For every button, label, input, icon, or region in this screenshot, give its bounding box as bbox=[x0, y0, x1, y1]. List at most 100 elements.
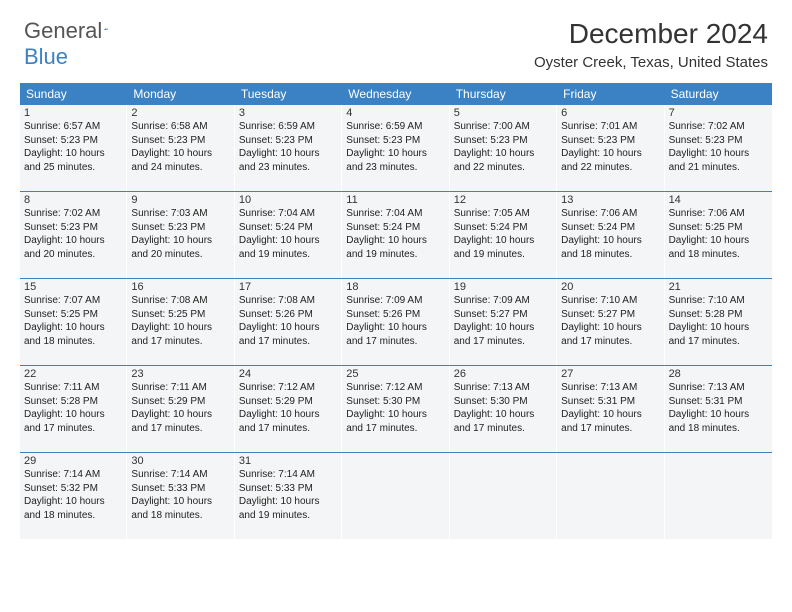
sunrise-text: Sunrise: 7:05 AM bbox=[454, 207, 552, 221]
day-cell: 14Sunrise: 7:06 AMSunset: 5:25 PMDayligh… bbox=[665, 192, 772, 278]
daylight-text: Daylight: 10 hours and 22 minutes. bbox=[561, 147, 659, 174]
sunset-text: Sunset: 5:30 PM bbox=[454, 395, 552, 409]
sunset-text: Sunset: 5:23 PM bbox=[131, 221, 229, 235]
sunset-text: Sunset: 5:25 PM bbox=[131, 308, 229, 322]
day-number: 11 bbox=[346, 194, 444, 206]
day-cell: 5Sunrise: 7:00 AMSunset: 5:23 PMDaylight… bbox=[450, 105, 557, 191]
day-cell: 10Sunrise: 7:04 AMSunset: 5:24 PMDayligh… bbox=[235, 192, 342, 278]
day-number: 8 bbox=[24, 194, 122, 206]
day-number: 4 bbox=[346, 107, 444, 119]
daylight-text: Daylight: 10 hours and 17 minutes. bbox=[24, 408, 122, 435]
sunset-text: Sunset: 5:23 PM bbox=[131, 134, 229, 148]
daylight-text: Daylight: 10 hours and 18 minutes. bbox=[24, 321, 122, 348]
sunset-text: Sunset: 5:33 PM bbox=[239, 482, 337, 496]
month-title: December 2024 bbox=[534, 18, 768, 50]
day-cell: 2Sunrise: 6:58 AMSunset: 5:23 PMDaylight… bbox=[127, 105, 234, 191]
day-cell: 9Sunrise: 7:03 AMSunset: 5:23 PMDaylight… bbox=[127, 192, 234, 278]
weeks-container: 1Sunrise: 6:57 AMSunset: 5:23 PMDaylight… bbox=[20, 105, 772, 539]
day-cell: 1Sunrise: 6:57 AMSunset: 5:23 PMDaylight… bbox=[20, 105, 127, 191]
week-row: 8Sunrise: 7:02 AMSunset: 5:23 PMDaylight… bbox=[20, 191, 772, 278]
daylight-text: Daylight: 10 hours and 19 minutes. bbox=[239, 495, 337, 522]
daylight-text: Daylight: 10 hours and 21 minutes. bbox=[669, 147, 768, 174]
sunset-text: Sunset: 5:29 PM bbox=[131, 395, 229, 409]
day-cell: 13Sunrise: 7:06 AMSunset: 5:24 PMDayligh… bbox=[557, 192, 664, 278]
sunrise-text: Sunrise: 7:09 AM bbox=[346, 294, 444, 308]
sunset-text: Sunset: 5:29 PM bbox=[239, 395, 337, 409]
sunset-text: Sunset: 5:26 PM bbox=[346, 308, 444, 322]
day-number: 5 bbox=[454, 107, 552, 119]
day-number: 16 bbox=[131, 281, 229, 293]
sunset-text: Sunset: 5:23 PM bbox=[346, 134, 444, 148]
sunset-text: Sunset: 5:27 PM bbox=[561, 308, 659, 322]
day-number: 24 bbox=[239, 368, 337, 380]
day-cell: 22Sunrise: 7:11 AMSunset: 5:28 PMDayligh… bbox=[20, 366, 127, 452]
daylight-text: Daylight: 10 hours and 19 minutes. bbox=[239, 234, 337, 261]
daylight-text: Daylight: 10 hours and 17 minutes. bbox=[131, 408, 229, 435]
day-cell: 20Sunrise: 7:10 AMSunset: 5:27 PMDayligh… bbox=[557, 279, 664, 365]
sunrise-text: Sunrise: 7:02 AM bbox=[24, 207, 122, 221]
day-number: 28 bbox=[669, 368, 768, 380]
sunset-text: Sunset: 5:28 PM bbox=[669, 308, 768, 322]
daylight-text: Daylight: 10 hours and 18 minutes. bbox=[669, 234, 768, 261]
day-header-sun: Sunday bbox=[20, 83, 127, 105]
week-row: 22Sunrise: 7:11 AMSunset: 5:28 PMDayligh… bbox=[20, 365, 772, 452]
brand-part1: General bbox=[24, 18, 102, 44]
sunrise-text: Sunrise: 7:08 AM bbox=[131, 294, 229, 308]
sunrise-text: Sunrise: 7:13 AM bbox=[561, 381, 659, 395]
day-number: 9 bbox=[131, 194, 229, 206]
day-header-mon: Monday bbox=[127, 83, 234, 105]
daylight-text: Daylight: 10 hours and 17 minutes. bbox=[346, 408, 444, 435]
day-cell: 15Sunrise: 7:07 AMSunset: 5:25 PMDayligh… bbox=[20, 279, 127, 365]
day-cell: 6Sunrise: 7:01 AMSunset: 5:23 PMDaylight… bbox=[557, 105, 664, 191]
sunset-text: Sunset: 5:23 PM bbox=[24, 134, 122, 148]
day-number: 6 bbox=[561, 107, 659, 119]
day-number: 29 bbox=[24, 455, 122, 467]
day-cell: 21Sunrise: 7:10 AMSunset: 5:28 PMDayligh… bbox=[665, 279, 772, 365]
sunrise-text: Sunrise: 7:09 AM bbox=[454, 294, 552, 308]
sunset-text: Sunset: 5:31 PM bbox=[669, 395, 768, 409]
sunrise-text: Sunrise: 7:01 AM bbox=[561, 120, 659, 134]
day-number: 19 bbox=[454, 281, 552, 293]
day-number: 2 bbox=[131, 107, 229, 119]
sunrise-text: Sunrise: 7:11 AM bbox=[24, 381, 122, 395]
day-cell: 11Sunrise: 7:04 AMSunset: 5:24 PMDayligh… bbox=[342, 192, 449, 278]
day-number: 7 bbox=[669, 107, 768, 119]
day-number: 20 bbox=[561, 281, 659, 293]
day-number: 25 bbox=[346, 368, 444, 380]
day-number: 31 bbox=[239, 455, 337, 467]
week-row: 1Sunrise: 6:57 AMSunset: 5:23 PMDaylight… bbox=[20, 105, 772, 191]
sunrise-text: Sunrise: 7:06 AM bbox=[669, 207, 768, 221]
day-cell: 16Sunrise: 7:08 AMSunset: 5:25 PMDayligh… bbox=[127, 279, 234, 365]
day-cell: 17Sunrise: 7:08 AMSunset: 5:26 PMDayligh… bbox=[235, 279, 342, 365]
sunrise-text: Sunrise: 6:57 AM bbox=[24, 120, 122, 134]
day-number: 26 bbox=[454, 368, 552, 380]
day-cell: 7Sunrise: 7:02 AMSunset: 5:23 PMDaylight… bbox=[665, 105, 772, 191]
day-cell: 3Sunrise: 6:59 AMSunset: 5:23 PMDaylight… bbox=[235, 105, 342, 191]
sunrise-text: Sunrise: 7:07 AM bbox=[24, 294, 122, 308]
sunrise-text: Sunrise: 7:14 AM bbox=[239, 468, 337, 482]
daylight-text: Daylight: 10 hours and 17 minutes. bbox=[346, 321, 444, 348]
day-cell: 8Sunrise: 7:02 AMSunset: 5:23 PMDaylight… bbox=[20, 192, 127, 278]
daylight-text: Daylight: 10 hours and 17 minutes. bbox=[454, 408, 552, 435]
sunset-text: Sunset: 5:28 PM bbox=[24, 395, 122, 409]
sunrise-text: Sunrise: 7:13 AM bbox=[669, 381, 768, 395]
day-number: 23 bbox=[131, 368, 229, 380]
daylight-text: Daylight: 10 hours and 17 minutes. bbox=[669, 321, 768, 348]
sunset-text: Sunset: 5:24 PM bbox=[454, 221, 552, 235]
empty-cell bbox=[342, 453, 449, 539]
sunrise-text: Sunrise: 7:04 AM bbox=[239, 207, 337, 221]
location-text: Oyster Creek, Texas, United States bbox=[534, 54, 768, 71]
day-header-thu: Thursday bbox=[450, 83, 557, 105]
brand-part2-wrap: Blue bbox=[24, 44, 68, 70]
header: General December 2024 Oyster Creek, Texa… bbox=[0, 0, 792, 77]
daylight-text: Daylight: 10 hours and 23 minutes. bbox=[346, 147, 444, 174]
daylight-text: Daylight: 10 hours and 20 minutes. bbox=[131, 234, 229, 261]
sunset-text: Sunset: 5:23 PM bbox=[239, 134, 337, 148]
sunrise-text: Sunrise: 7:14 AM bbox=[24, 468, 122, 482]
sunset-text: Sunset: 5:25 PM bbox=[669, 221, 768, 235]
empty-cell bbox=[557, 453, 664, 539]
day-number: 10 bbox=[239, 194, 337, 206]
day-header-tue: Tuesday bbox=[235, 83, 342, 105]
day-number: 1 bbox=[24, 107, 122, 119]
day-number: 17 bbox=[239, 281, 337, 293]
